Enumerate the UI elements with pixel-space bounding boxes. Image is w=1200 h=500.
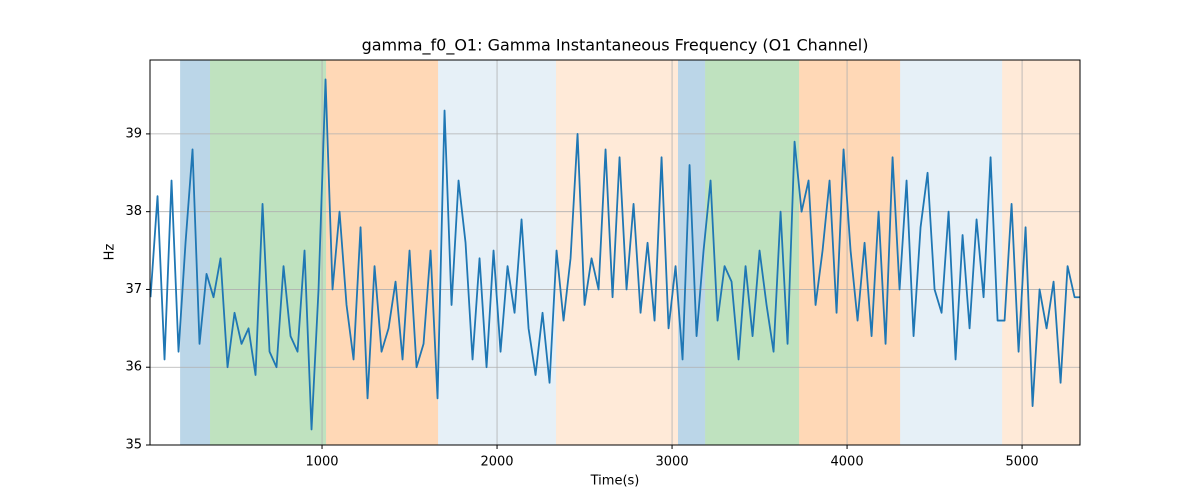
x-axis-label: Time(s) (590, 474, 640, 489)
shaded-span (1002, 60, 1080, 445)
shaded-span (326, 60, 439, 445)
y-tick-label: 35 (125, 438, 142, 453)
shaded-span (556, 60, 679, 445)
x-tick-label: 1000 (305, 455, 338, 470)
shaded-span (678, 60, 706, 445)
lines (150, 78, 1080, 431)
y-tick-label: 36 (125, 360, 142, 375)
y-tick-label: 39 (125, 126, 142, 141)
grid (150, 60, 1080, 446)
x-tick-label: 4000 (831, 455, 864, 470)
shaded-span (705, 60, 800, 445)
y-axis-label: Hz (103, 244, 118, 261)
shaded-span (210, 60, 327, 445)
shaded-span (799, 60, 901, 445)
y-tick-label: 38 (125, 204, 142, 219)
data-line (150, 78, 1080, 431)
x-tick-label: 5000 (1006, 455, 1039, 470)
chart-title: gamma_f0_O1: Gamma Instantaneous Frequen… (362, 36, 869, 56)
y-tick-label: 37 (125, 282, 142, 297)
x-tick-label: 2000 (480, 455, 513, 470)
ticks: 1000 2000 3000 4000 5000 35 36 37 38 39 (125, 126, 1038, 469)
x-tick-label: 3000 (656, 455, 689, 470)
plot-frame (149, 59, 1081, 446)
